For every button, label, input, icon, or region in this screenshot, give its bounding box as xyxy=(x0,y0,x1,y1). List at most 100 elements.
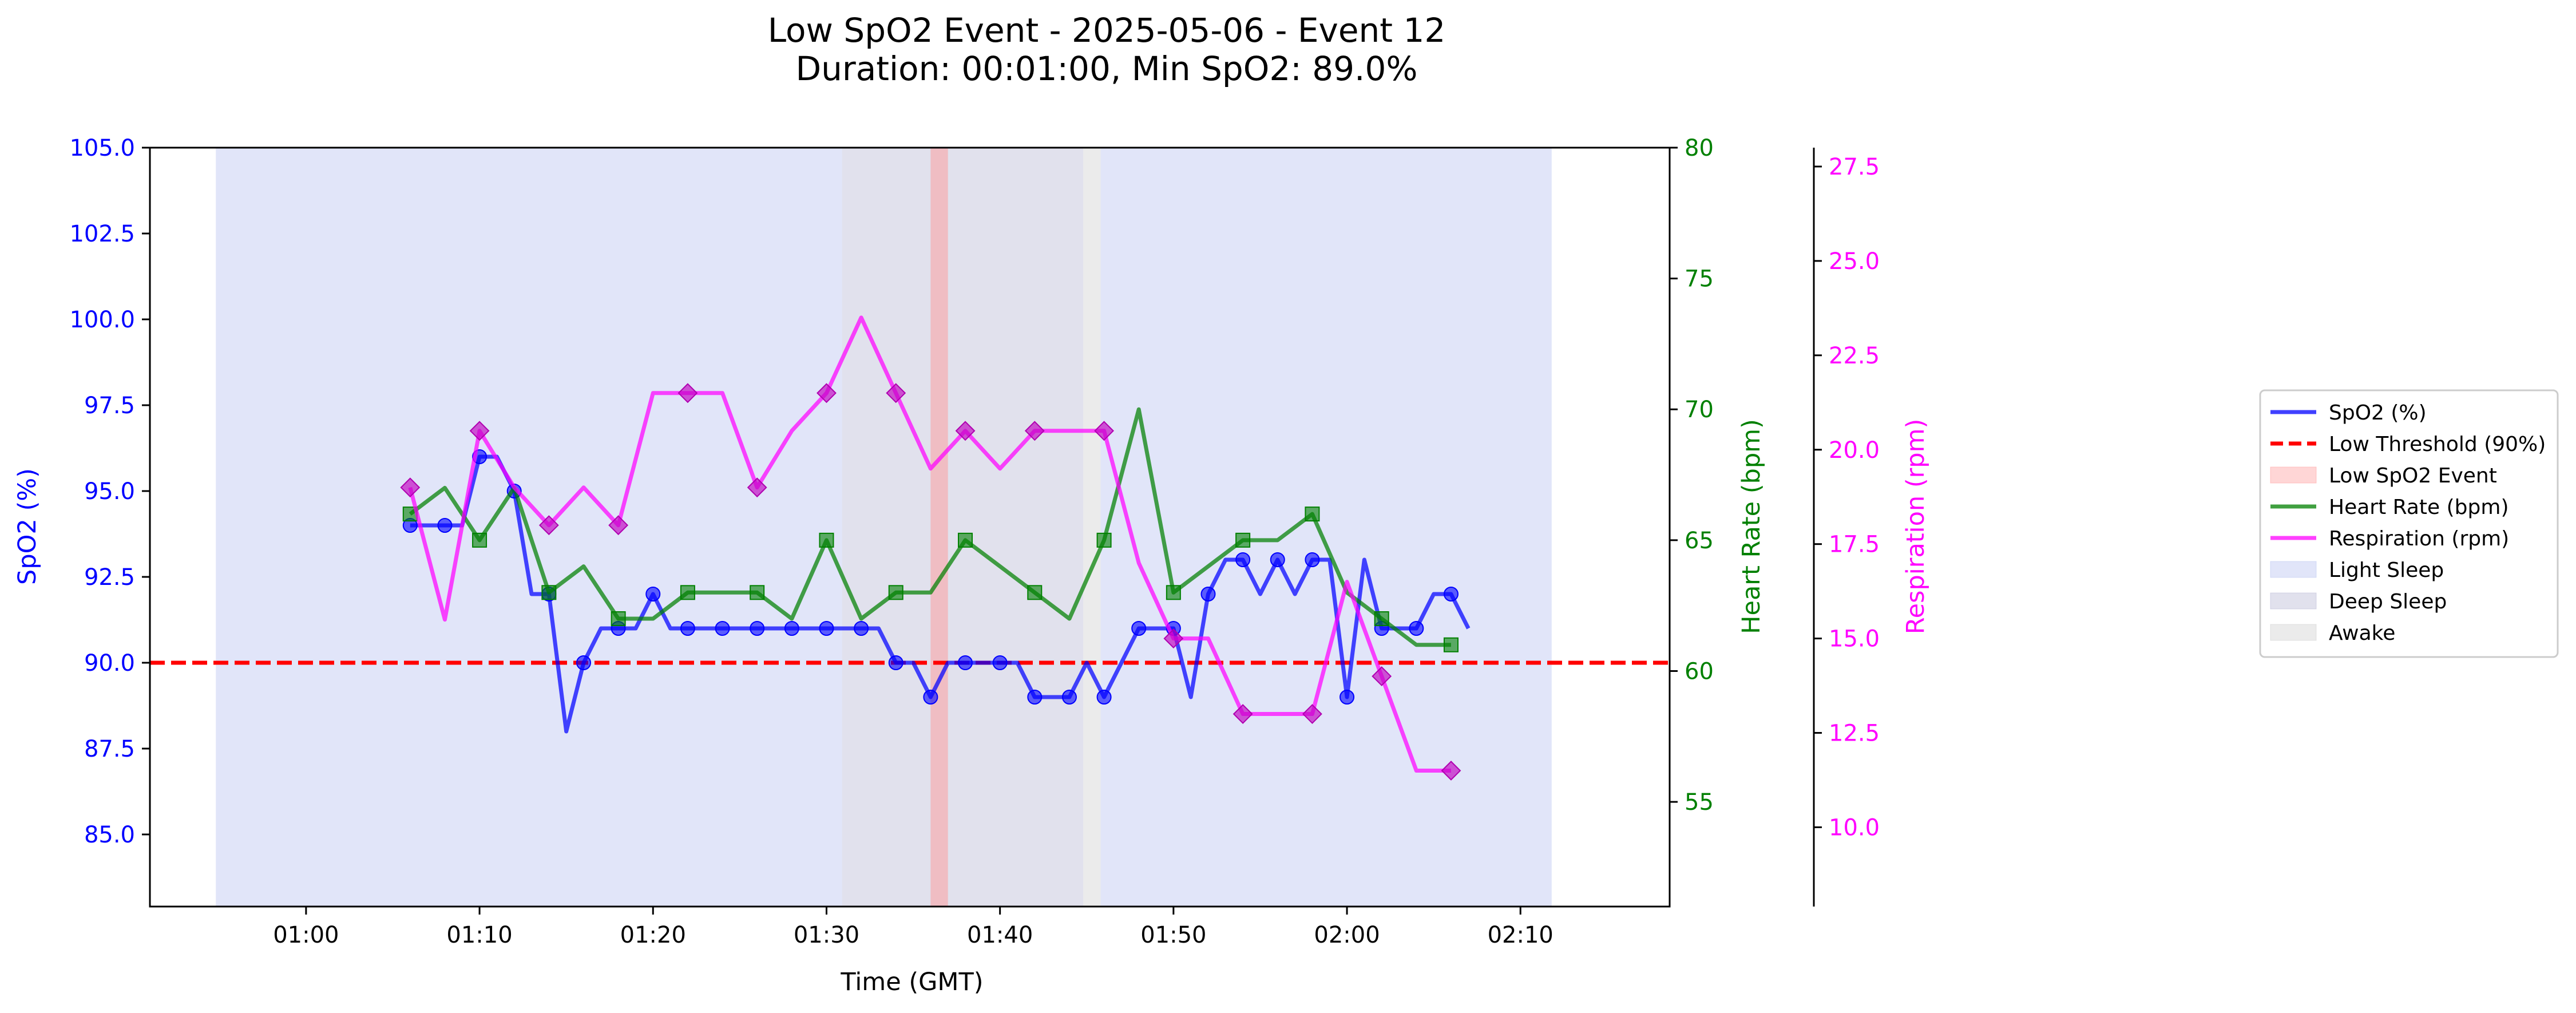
x-tick-label: 01:10 xyxy=(446,922,512,948)
respiration-axis-tick-label: 15.0 xyxy=(1829,626,1880,652)
heart-rate-point xyxy=(611,611,626,627)
heart-rate-point xyxy=(1374,611,1389,627)
heart-rate-axis-tick-label: 60 xyxy=(1685,658,1714,684)
respiration-line xyxy=(408,315,1451,773)
plot-layer: 01:00 01:10 01:20 01:30 01:40 01:50 02:00 02:10… xyxy=(69,135,1880,948)
spo2-point xyxy=(750,621,765,636)
heart-rate-axis-label: Heart Rate (bpm) xyxy=(1737,419,1766,634)
respiration-point xyxy=(1232,704,1253,724)
heart-rate-point xyxy=(1166,585,1181,600)
legend-label-light-sleep: Light Sleep xyxy=(2329,559,2444,582)
spo2-axis-tick-label: 87.5 xyxy=(84,736,135,762)
spo2-point xyxy=(1096,690,1112,705)
respiration-point xyxy=(817,383,837,403)
respiration-point xyxy=(955,421,976,441)
legend-label-low-threshold-90: Low Threshold (90%) xyxy=(2329,433,2546,456)
respiration-point xyxy=(538,515,559,536)
respiration-point xyxy=(1372,666,1392,686)
x-tick-label: 01:40 xyxy=(967,922,1033,948)
respiration-point xyxy=(677,383,698,403)
spo2-point xyxy=(1061,690,1077,705)
spo2-point xyxy=(1200,587,1216,602)
respiration-axis-tick-label: 25.0 xyxy=(1829,248,1880,275)
x-tick-label: 02:10 xyxy=(1488,922,1553,948)
heart-rate-axis-tick-label: 70 xyxy=(1685,397,1714,423)
spo2-axis-tick-label: 92.5 xyxy=(84,564,135,591)
heart-rate-point xyxy=(1096,532,1112,548)
respiration-point xyxy=(1302,704,1322,724)
spo2-axis-tick-label: 97.5 xyxy=(84,393,135,419)
heart-rate-axis-tick-label: 65 xyxy=(1685,528,1714,554)
heart-rate-axis-tick-label: 80 xyxy=(1685,135,1714,161)
spo2-point xyxy=(1339,690,1355,705)
spo2-point xyxy=(1305,552,1320,567)
respiration-axis-tick-label: 17.5 xyxy=(1829,532,1880,558)
heart-rate-point xyxy=(541,585,557,600)
legend-label-respiration-rpm: Respiration (rpm) xyxy=(2329,527,2509,551)
spo2-point xyxy=(854,621,869,636)
legend-label-spo2: SpO2 (%) xyxy=(2329,401,2427,425)
heart-rate-axis-tick-label: 55 xyxy=(1685,789,1714,816)
respiration-axis-tick-label: 10.0 xyxy=(1829,814,1880,841)
legend-swatch-deep-sleep xyxy=(2270,592,2317,610)
legend-swatch-awake xyxy=(2270,624,2317,641)
heart-rate-point xyxy=(958,532,973,548)
x-tick-label: 01:00 xyxy=(273,922,339,948)
spo2-point xyxy=(784,621,799,636)
heart-rate-point xyxy=(1443,637,1459,652)
heart-rate-point xyxy=(1235,532,1251,548)
spo2-point xyxy=(1409,621,1424,636)
spo2-axis-label: SpO2 (%) xyxy=(13,468,42,585)
respiration-axis-tick-label: 20.0 xyxy=(1829,437,1880,464)
respiration-point xyxy=(1094,421,1114,441)
spo2-point xyxy=(1270,552,1285,567)
respiration-axis-tick-label: 27.5 xyxy=(1829,154,1880,180)
respiration-point xyxy=(1024,421,1045,441)
heart-rate-point xyxy=(888,585,903,600)
spo2-axis-tick-label: 90.0 xyxy=(84,650,135,676)
sleep-band-deep-sleep xyxy=(842,148,1084,907)
respiration-point xyxy=(747,477,767,498)
spo2-point xyxy=(715,621,730,636)
spo2-point xyxy=(992,655,1008,670)
respiration-axis-tick-label: 12.5 xyxy=(1829,721,1880,747)
x-tick-label: 01:50 xyxy=(1140,922,1206,948)
legend-label-low-spo2-event: Low SpO2 Event xyxy=(2329,464,2497,488)
respiration-point xyxy=(608,515,629,536)
heart-rate-point xyxy=(750,585,765,600)
legend-label-awake: Awake xyxy=(2329,622,2395,645)
spo2-point xyxy=(819,621,834,636)
heart-rate-point xyxy=(819,532,834,548)
spo2-point xyxy=(645,587,661,602)
x-axis-label: Time (GMT) xyxy=(840,968,983,996)
spo2-axis-tick-label: 100.0 xyxy=(69,307,135,333)
spo2-axis-tick-label: 95.0 xyxy=(84,478,135,505)
spo2-axis-tick-label: 105.0 xyxy=(69,135,135,161)
respiration-point xyxy=(469,421,490,441)
x-tick-label: 01:20 xyxy=(620,922,686,948)
spo2-point xyxy=(680,621,695,636)
spo2-point xyxy=(1027,690,1043,705)
x-tick-label: 01:30 xyxy=(794,922,859,948)
legend-box xyxy=(2259,389,2559,658)
spo2-point xyxy=(958,655,973,670)
spo2-point xyxy=(1131,621,1147,636)
respiration-point xyxy=(886,383,906,403)
spo2-point xyxy=(1235,552,1251,567)
heart-rate-point xyxy=(680,585,695,600)
respiration-point xyxy=(1163,628,1184,649)
respiration-axis-tick-label: 22.5 xyxy=(1829,343,1880,369)
spo2-axis-tick-label: 102.5 xyxy=(69,221,135,247)
heart-rate-axis-tick-label: 75 xyxy=(1685,266,1714,292)
spo2-point xyxy=(1443,587,1459,602)
spo2-axis-tick-label: 85.0 xyxy=(84,822,135,848)
sleep-band-light-sleep xyxy=(1100,148,1552,907)
heart-rate-point xyxy=(1305,507,1320,522)
heart-rate-point xyxy=(1027,585,1043,600)
spo2-point xyxy=(437,518,453,533)
sleep-band-awake xyxy=(1083,148,1101,907)
respiration-point xyxy=(400,477,421,498)
chart-subtitle: Duration: 00:01:00, Min SpO2: 89.0% xyxy=(795,49,1417,88)
